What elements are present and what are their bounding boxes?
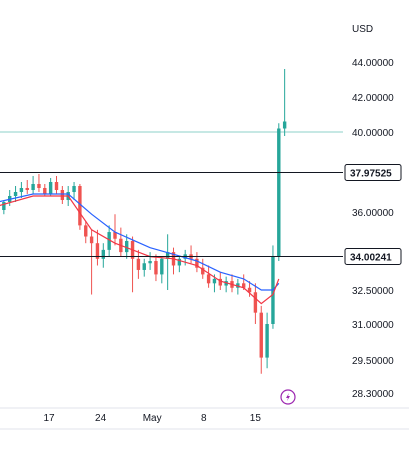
x-axis[interactable]: 17 24 May 8 15 — [0, 407, 409, 430]
candle-body — [242, 283, 246, 288]
y-tick-label: 32.50000 — [352, 286, 394, 297]
x-tick-label: May — [143, 413, 162, 424]
candle-body — [148, 261, 152, 264]
level-lines: 37.97525 34.00241 — [0, 131, 402, 266]
ma-fast-line — [0, 195, 280, 305]
candle-body — [113, 232, 117, 239]
candle-body — [89, 236, 94, 244]
candle-body — [60, 190, 65, 200]
candle-body — [165, 252, 170, 259]
candle-body — [95, 243, 100, 259]
level-price-tag — [344, 248, 402, 266]
x-tick-label: 15 — [250, 413, 262, 424]
candles-layer — [2, 69, 287, 374]
level-price-label: 37.97525 — [350, 168, 392, 179]
y-tick-label: 36.00000 — [352, 208, 394, 219]
candle-body — [84, 225, 88, 237]
candle-body — [107, 232, 111, 250]
candle-body — [78, 186, 82, 226]
y-tick-label: 40.00000 — [352, 128, 394, 139]
candle-body — [19, 188, 24, 192]
candle-body — [206, 274, 211, 284]
candle-body — [54, 182, 59, 190]
candle-body — [160, 258, 164, 275]
candle-body — [177, 258, 182, 266]
candle-body — [195, 258, 199, 268]
candle-body — [13, 192, 18, 196]
candle-body — [31, 184, 35, 190]
candle-body — [37, 184, 41, 188]
candle-body — [201, 267, 205, 275]
candle-body — [136, 258, 141, 270]
level-price-label: 34.00241 — [350, 253, 392, 264]
candle-body — [125, 240, 129, 253]
y-axis[interactable]: USD 44.00000 42.00000 40.00000 36.00000 32.5… — [352, 24, 394, 400]
candle-body — [282, 121, 287, 129]
x-tick-label: 17 — [43, 413, 55, 424]
candle-body — [154, 261, 158, 275]
currency-label: USD — [352, 24, 373, 35]
candle-body — [265, 324, 269, 358]
candle-body — [101, 249, 105, 259]
ma-slow-line — [0, 193, 280, 291]
x-tick-label: 8 — [201, 413, 207, 424]
candle-body — [72, 186, 76, 192]
y-tick-label: 29.50000 — [352, 356, 394, 367]
y-tick-label: 31.00000 — [352, 320, 394, 331]
y-tick-label: 42.00000 — [352, 93, 394, 104]
x-tick-label: 24 — [95, 413, 107, 424]
y-tick-label: 28.30000 — [352, 389, 394, 400]
candle-body — [2, 202, 6, 210]
candle-body — [259, 312, 263, 358]
candle-body — [25, 188, 29, 190]
candle-body — [218, 278, 222, 286]
candle-body — [142, 263, 146, 270]
moving-averages — [0, 193, 280, 305]
lightning-icon[interactable] — [280, 389, 296, 405]
candle-body — [253, 292, 258, 313]
level-price-tag — [344, 163, 402, 181]
candle-body — [48, 182, 53, 194]
candle-body — [43, 188, 47, 194]
candle-body — [247, 287, 252, 293]
candle-body — [277, 128, 281, 257]
y-tick-label: 44.00000 — [352, 58, 394, 69]
candle-body — [212, 278, 217, 284]
